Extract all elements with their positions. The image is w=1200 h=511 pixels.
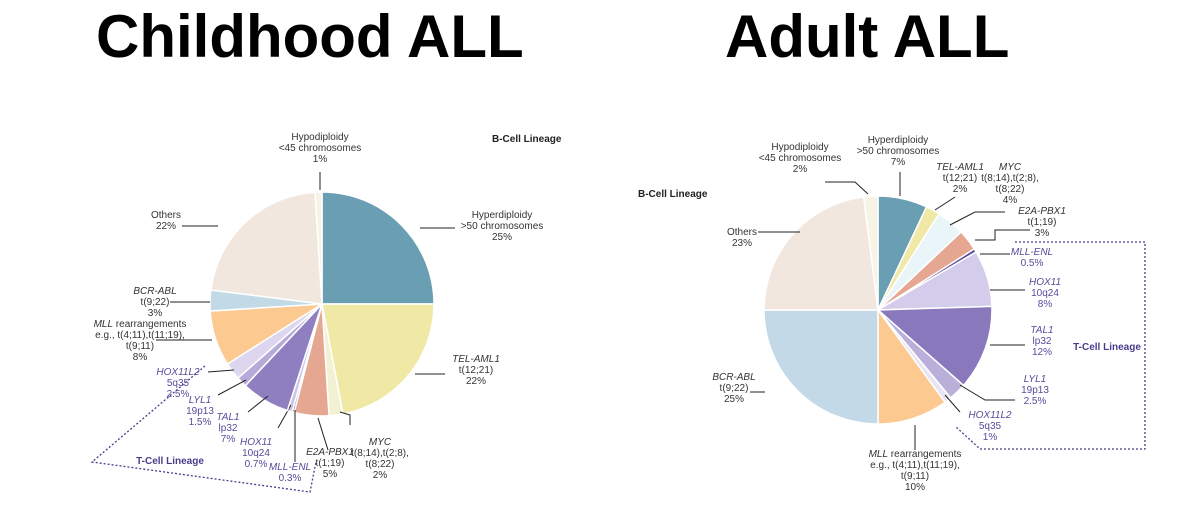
slice-label-hypodiploidy: Hypodiploidy <45 chromosomes 2%: [759, 142, 842, 175]
leader-line-hypodiploidy: [825, 181, 869, 195]
pie-slice-tal1: [876, 305, 993, 387]
slice-label-hyperdiploidy: Hyperdiploidy >50 chromosomes 7%: [857, 135, 940, 168]
slice-label-hypodiploidy: Hypodiploidy <45 chromosomes 1%: [279, 132, 362, 165]
slice-label-bcr-abl: BCR-ABL t(9;22) 25%: [712, 372, 755, 405]
slice-label-tal1: TAL1 lp32 12%: [1030, 325, 1053, 358]
slice-label-bcr-abl: BCR-ABL t(9;22) 3%: [133, 286, 176, 319]
pie-slice-bcr-abl: [763, 309, 879, 425]
leader-line-tal1: [247, 395, 269, 413]
leader-line-myc: [339, 411, 351, 425]
chart-title-adult: Adult ALL: [725, 3, 1010, 70]
pie-slice-tel-aml1: [321, 303, 435, 415]
leader-line-hox11: [277, 404, 292, 429]
slice-label-tel-aml1: TEL-AML1 t(12;21) 22%: [452, 354, 500, 387]
leader-line-lyl1: [959, 384, 1015, 401]
slice-label-mll-enl: MLL-ENL 0.3%: [269, 462, 311, 484]
pie-slice-mll-rearrangements: [877, 307, 947, 425]
slice-label-others: Others 22%: [151, 210, 181, 232]
leader-line-e2a-pbx1: [317, 417, 329, 451]
chart-title-childhood: Childhood ALL: [96, 3, 524, 70]
slice-label-e2a-pbx1: E2A-PBX1 t(1;19) 3%: [1018, 206, 1066, 239]
leader-line-tel-aml1: [934, 196, 956, 211]
pie-chart-childhood: Hyperdiploidy >50 chromosomes 25% TEL-AML1 t…: [90, 132, 562, 493]
slice-label-hyperdiploidy: Hyperdiploidy >50 chromosomes 25%: [461, 210, 544, 243]
slice-label-hox11: HOX11 10q24 8%: [1029, 277, 1061, 310]
slice-label-mll-rearrangements: MLL rearrangements e.g., t(4;11),t(11;19)…: [94, 319, 187, 363]
slice-label-hox11l2: HOX11L2 5q35 1%: [968, 410, 1012, 443]
pie-slice-hypodiploidy: [862, 195, 879, 311]
pie-slice-hypodiploidy: [314, 191, 323, 305]
slice-label-hox11l2: HOX11L2 5q35 2.5%: [156, 367, 200, 400]
slice-label-tal1: TAL1 lp32 7%: [216, 412, 239, 445]
slice-label-mll-enl: MLL-ENL 0.5%: [1011, 247, 1053, 269]
slice-label-myc: MYC t(8;14),t(2;8), t(8;22) 4%: [981, 162, 1039, 206]
leader-line-lyl1: [217, 379, 247, 396]
b-cell-lineage-label: B-Cell Lineage: [492, 134, 562, 145]
leader-line-myc: [949, 211, 1005, 226]
b-cell-lineage-label: B-Cell Lineage: [638, 189, 708, 200]
slice-label-mll-rearrangements: MLL rearrangements e.g., t(4;11),t(11;19)…: [869, 449, 962, 493]
t-cell-lineage-label: T-Cell Lineage: [1073, 342, 1141, 353]
slice-label-myc: MYC t(8;14),t(2;8), t(8;22) 2%: [351, 437, 409, 481]
slice-label-lyl1: LYL1 19p13 1.5%: [186, 395, 214, 428]
pie-chart-adult: Hyperdiploidy >50 chromosomes 7% TEL-AML1 t(…: [638, 135, 1146, 493]
pie-slice-others: [763, 196, 879, 311]
slice-label-others: Others 23%: [727, 227, 757, 249]
leader-line-hox11l2: [207, 369, 235, 373]
pie-slice-others: [210, 191, 323, 305]
slice-label-hox11: HOX11 10q24 0.7%: [240, 437, 272, 470]
pie-slice-hyperdiploidy: [321, 191, 435, 305]
t-cell-lineage-label: T-Cell Lineage: [136, 456, 204, 467]
slice-label-tel-aml1: TEL-AML1 t(12;21) 2%: [936, 162, 984, 195]
leader-line-e2a-pbx1: [975, 229, 1030, 241]
leader-line-hox11l2: [944, 394, 961, 413]
t-cell-bracket: [954, 241, 1146, 450]
slice-label-lyl1: LYL1 19p13 2.5%: [1021, 374, 1049, 407]
slice-label-e2a-pbx1: E2A-PBX1 t(1;19) 5%: [306, 447, 354, 480]
